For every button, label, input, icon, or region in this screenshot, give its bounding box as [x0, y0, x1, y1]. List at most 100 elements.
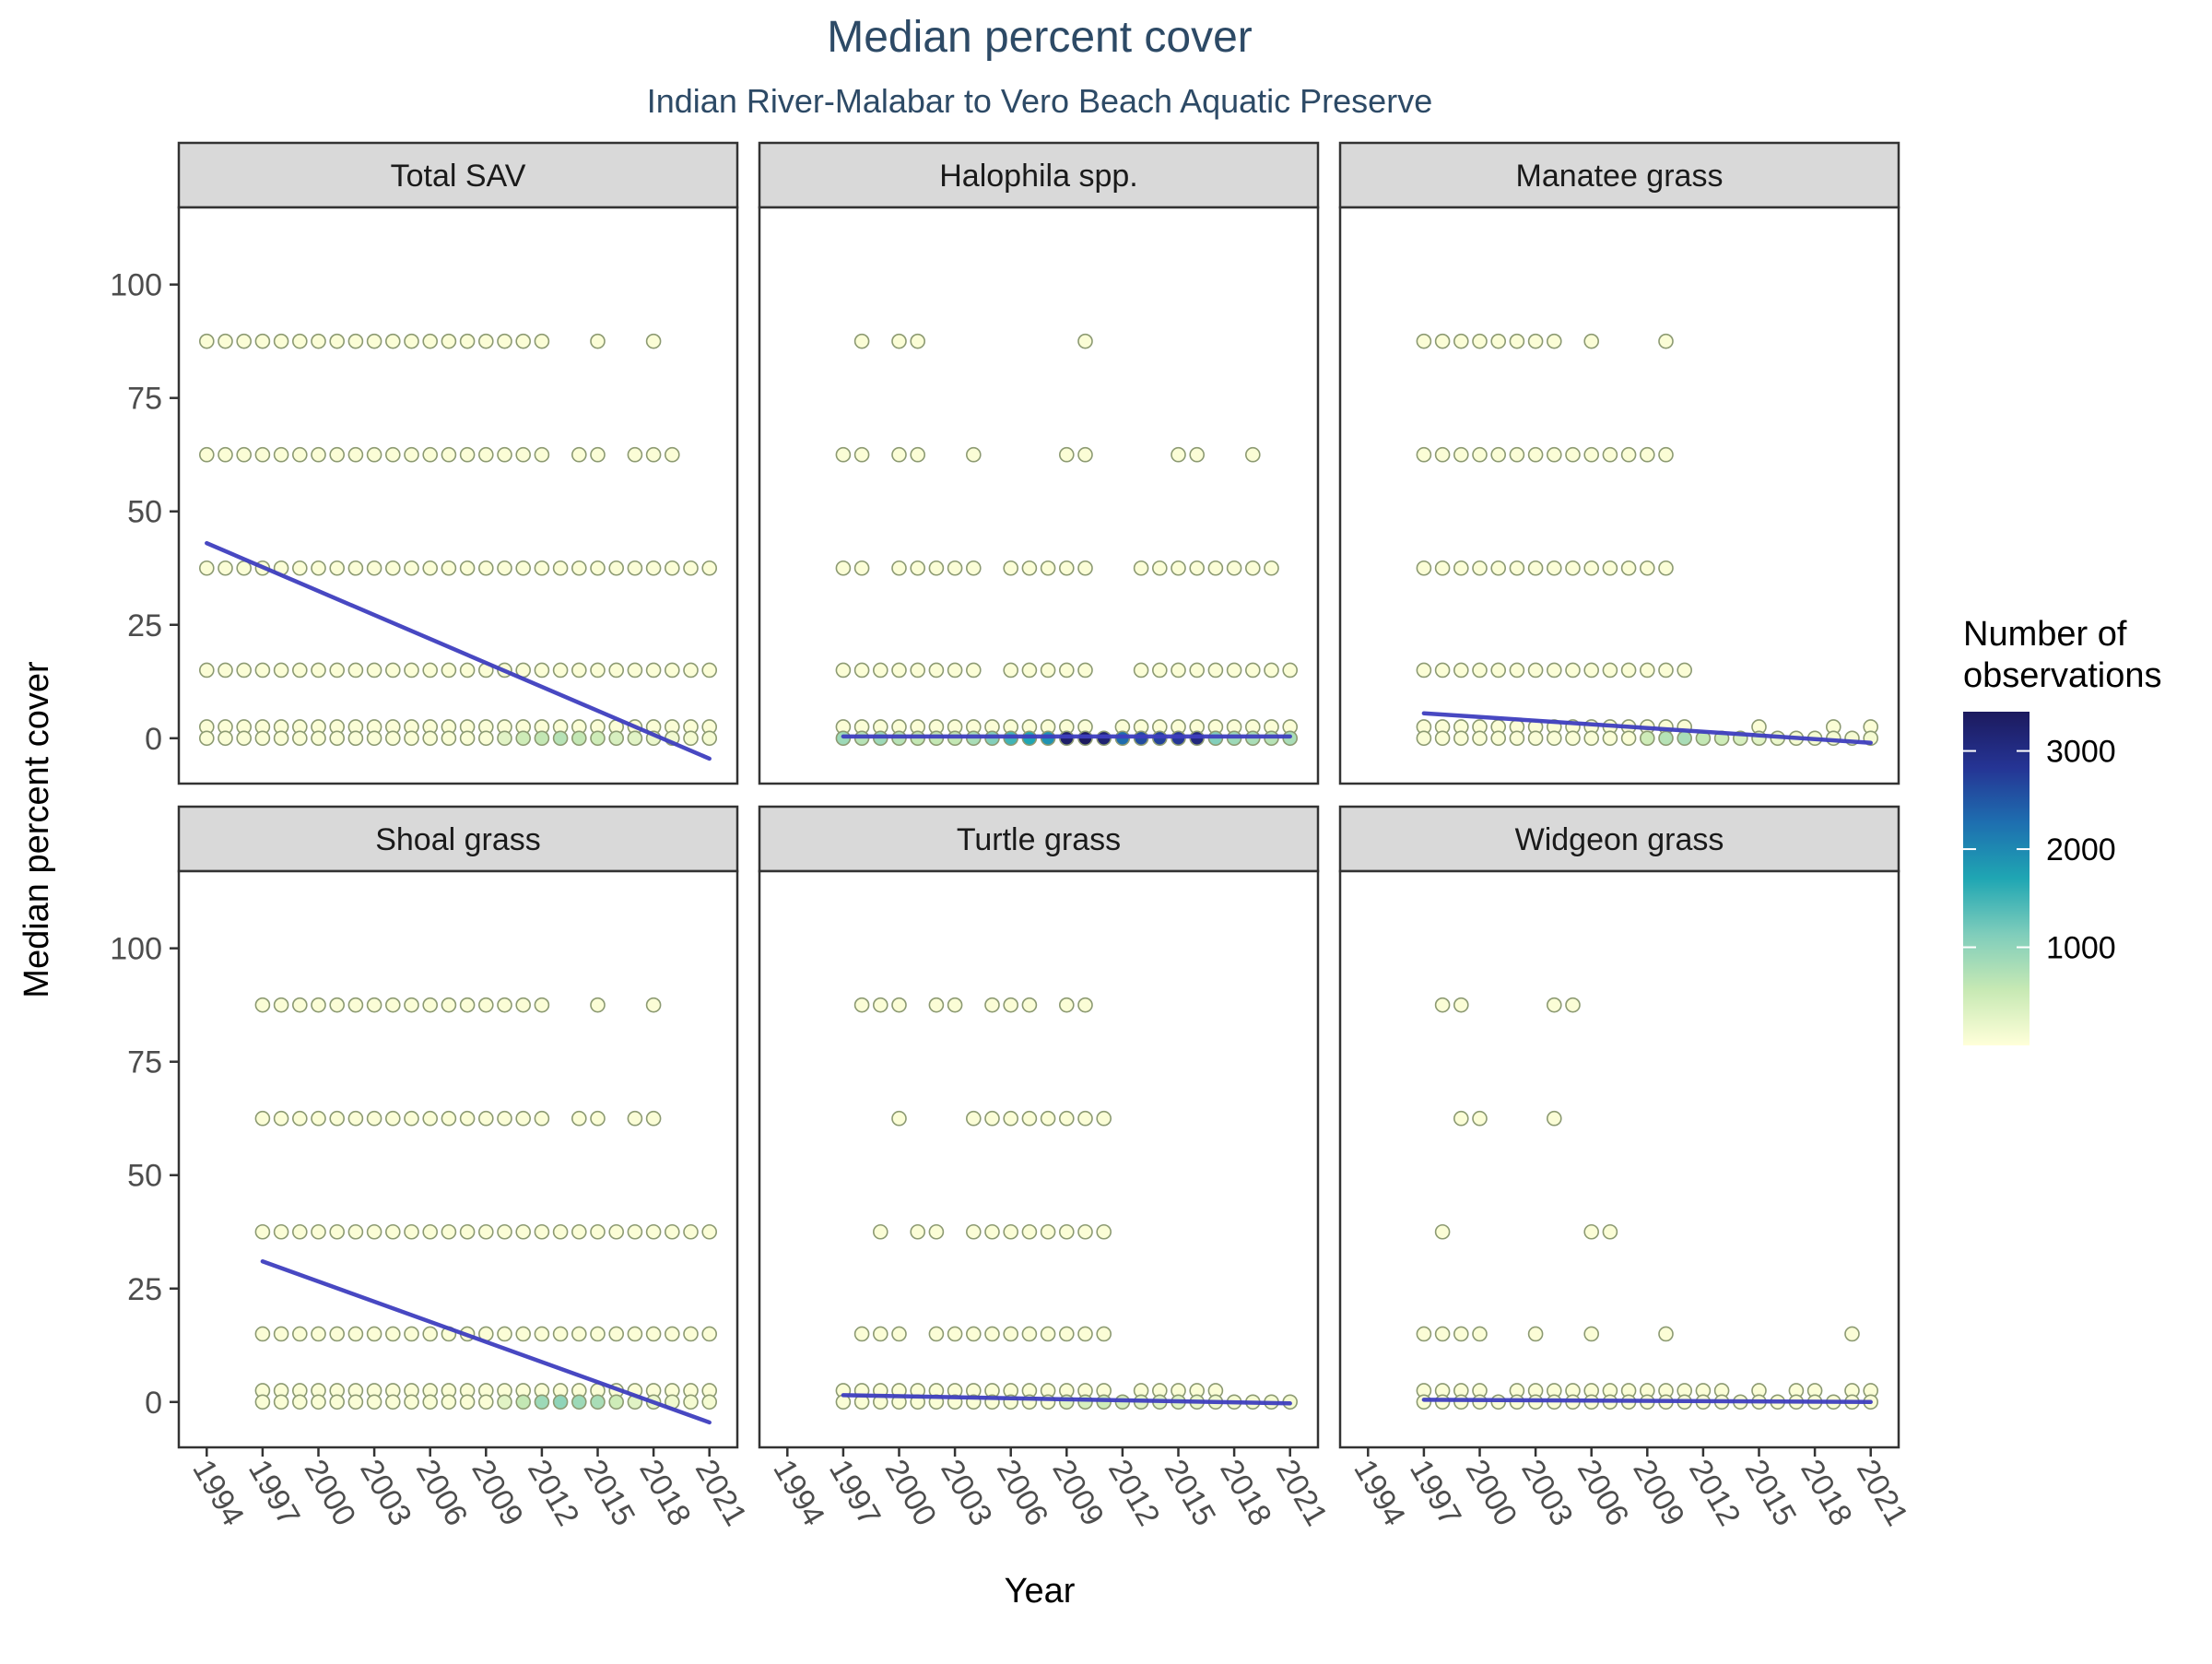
data-point — [853, 997, 870, 1013]
data-point — [552, 1223, 569, 1240]
data-point — [1658, 1326, 1674, 1342]
data-point — [404, 662, 419, 679]
data-point — [947, 560, 963, 576]
panel-border — [758, 869, 1320, 1449]
data-point — [311, 1326, 326, 1342]
data-point — [366, 560, 382, 576]
data-point — [1547, 1110, 1562, 1127]
data-point — [1059, 1223, 1075, 1240]
data-point — [590, 1223, 606, 1240]
y-tick-label: 100 — [110, 932, 162, 967]
data-point — [384, 1394, 401, 1410]
data-point — [291, 333, 308, 349]
data-point — [291, 997, 308, 1013]
data-point — [459, 1110, 476, 1127]
data-point — [347, 1110, 364, 1127]
data-point — [1527, 730, 1544, 747]
data-point — [459, 1223, 476, 1240]
y-tick-label: 100 — [110, 268, 162, 303]
data-point — [835, 446, 852, 463]
data-point — [422, 730, 439, 747]
data-point — [1264, 560, 1279, 576]
data-point — [347, 1394, 364, 1410]
data-point — [1620, 446, 1637, 463]
data-point — [291, 446, 308, 463]
data-point — [515, 560, 532, 576]
data-point — [891, 1110, 907, 1127]
data-point — [329, 997, 346, 1013]
panel-shoal-grass: Shoal grass02550751001994199720002003200… — [110, 805, 754, 1532]
data-point — [928, 1223, 945, 1240]
data-point — [347, 333, 364, 349]
data-point — [1434, 1394, 1451, 1410]
data-point — [1472, 1326, 1488, 1342]
data-point — [254, 1110, 271, 1127]
data-point — [571, 1110, 587, 1127]
panel-background — [759, 871, 1318, 1447]
x-tick-label: 2021 — [1269, 1454, 1335, 1532]
data-point — [1245, 560, 1261, 576]
data-point — [534, 560, 550, 576]
data-point — [534, 1326, 550, 1342]
x-tick-label: 2012 — [521, 1454, 586, 1532]
data-point — [1264, 662, 1279, 679]
data-point — [441, 1110, 457, 1127]
data-point — [199, 333, 215, 349]
data-point — [1453, 1110, 1469, 1127]
data-point — [1434, 1326, 1451, 1342]
data-point — [1509, 730, 1525, 747]
data-point — [853, 333, 870, 349]
x-tick-label: 2006 — [409, 1454, 475, 1532]
x-tick-label: 2018 — [1213, 1454, 1278, 1532]
data-point — [404, 560, 419, 576]
data-point — [1453, 446, 1469, 463]
data-point — [459, 730, 476, 747]
data-point — [891, 333, 907, 349]
data-point — [1844, 1326, 1860, 1342]
data-point — [984, 1223, 1000, 1240]
data-point — [1472, 446, 1488, 463]
data-point — [1003, 1110, 1018, 1127]
data-point — [1096, 1110, 1112, 1127]
data-point — [910, 446, 926, 463]
data-point — [1416, 560, 1432, 576]
data-point — [1640, 730, 1655, 747]
data-point — [404, 1223, 419, 1240]
data-point — [984, 1326, 1000, 1342]
panel-background — [759, 207, 1318, 784]
data-point — [966, 1110, 982, 1127]
x-tick-label: 2018 — [1794, 1454, 1859, 1532]
data-point — [1003, 997, 1018, 1013]
data-point — [1620, 730, 1637, 747]
data-point — [459, 446, 476, 463]
x-axis-title: Year — [1005, 1572, 1076, 1611]
panel-border — [1338, 869, 1900, 1449]
data-point — [1453, 560, 1469, 576]
data-point — [273, 662, 289, 679]
data-point — [1059, 1110, 1075, 1127]
data-point — [1226, 662, 1242, 679]
x-tick-label: 2003 — [934, 1454, 999, 1532]
data-point — [1472, 662, 1488, 679]
x-tick-label: 2015 — [1158, 1454, 1223, 1532]
data-point — [1547, 333, 1562, 349]
data-point — [254, 730, 271, 747]
data-point — [1021, 997, 1038, 1013]
data-point — [947, 1326, 963, 1342]
data-point — [1565, 997, 1581, 1013]
data-point — [329, 1394, 346, 1410]
data-point — [701, 560, 718, 576]
x-tick-label: 2003 — [353, 1454, 418, 1532]
data-point — [273, 1110, 289, 1127]
data-point — [1059, 446, 1075, 463]
data-point — [1453, 997, 1469, 1013]
data-point — [1583, 560, 1599, 576]
data-point — [347, 997, 364, 1013]
data-point — [459, 560, 476, 576]
legend-title-line-1: Number of — [1963, 615, 2127, 654]
data-point — [590, 1326, 606, 1342]
data-point — [645, 333, 662, 349]
data-point — [441, 997, 457, 1013]
data-point — [645, 1110, 662, 1127]
data-point — [273, 446, 289, 463]
